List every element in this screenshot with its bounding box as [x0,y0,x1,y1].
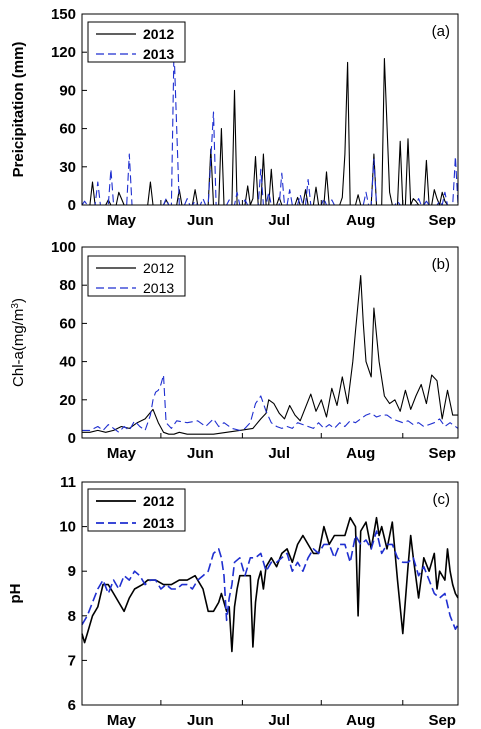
y-tick-label-b-3: 60 [59,315,76,332]
plot-frame-a [81,13,459,206]
x-tick-label-a-sep: Sep [428,212,456,229]
legend-box-a [87,21,186,63]
x-tick-label-c-jul: Jul [268,712,290,729]
y-tick-label-a-0: 0 [68,197,76,214]
x-tick-label-a-jun: Jun [187,212,214,229]
legend-label-b-2012: 2012 [143,260,174,276]
y-tick-label-a-4: 120 [51,44,76,61]
y-tick-label-b-2: 40 [59,354,76,371]
legend-label-b-2013: 2013 [143,280,174,296]
y-tick-label-b-0: 0 [68,430,76,447]
series-line-a-2012 [82,58,458,206]
y-tick-label-b-4: 80 [59,277,76,294]
series-line-c-2012 [81,516,459,653]
x-tick-label-c-may: May [107,712,137,729]
x-tick-label-a-jul: Jul [268,212,290,229]
x-tick-label-b-sep: Sep [428,445,456,462]
y-axis-label-a: Preicipitation (mm) [10,42,27,178]
y-tick-label-a-1: 30 [59,159,76,176]
panel-c: 6 7 8 9 10 11 May Jun Jul Aug Sep pH (c) 2012 2013 [7,474,459,729]
legend-label-a-2012: 2012 [143,26,174,42]
y-tick-label-b-5: 100 [51,239,76,256]
y-tick-label-a-5: 150 [51,6,76,23]
panel-b: 0 20 40 60 80 100 May Jun Jul Aug Sep Chl-a(mg/m3) (… [10,239,459,462]
panel-a: 0 30 60 90 120 150 May Jun Jul Aug Sep Preicipitati… [10,6,459,229]
x-tick-label-b-may: May [107,445,137,462]
series-line-c-2013 [81,530,459,631]
panel-label-c: (c) [433,491,451,508]
y-tick-label-c-2: 8 [68,608,76,625]
y-tick-label-c-4: 10 [59,519,76,536]
y-tick-label-c-3: 9 [68,563,76,580]
series-line-b-2013 [82,374,459,433]
panel-label-b: (b) [432,256,450,273]
x-tick-label-b-jul: Jul [268,445,290,462]
panel-label-a: (a) [432,23,450,40]
series-line-b-2012 [82,275,458,435]
x-tick-label-c-jun: Jun [187,712,214,729]
y-tick-label-c-5: 11 [60,474,76,491]
x-tick-label-c-aug: Aug [346,712,375,729]
x-tick-label-b-jun: Jun [187,445,214,462]
legend-box-b [87,255,186,297]
legend-label-c-2013: 2013 [143,515,174,531]
plot-frame-b [81,246,459,439]
y-axis-label-c: pH [7,584,24,604]
plot-frame-c [81,481,459,706]
y-axis-label-b: Chl-a(mg/m3) [10,298,28,387]
y-tick-label-a-3: 90 [59,82,76,99]
x-tick-label-b-aug: Aug [346,445,375,462]
x-tick-label-a-aug: Aug [346,212,375,229]
y-tick-label-a-2: 60 [59,121,76,138]
y-tick-label-b-1: 20 [59,392,76,409]
legend-label-a-2013: 2013 [143,46,174,62]
legend-box-c [87,488,186,532]
x-tick-label-a-may: May [107,212,137,229]
legend-label-c-2012: 2012 [143,493,174,509]
y-tick-label-c-1: 7 [68,652,76,669]
x-tick-label-c-sep: Sep [428,712,456,729]
y-tick-label-c-0: 6 [68,697,76,714]
